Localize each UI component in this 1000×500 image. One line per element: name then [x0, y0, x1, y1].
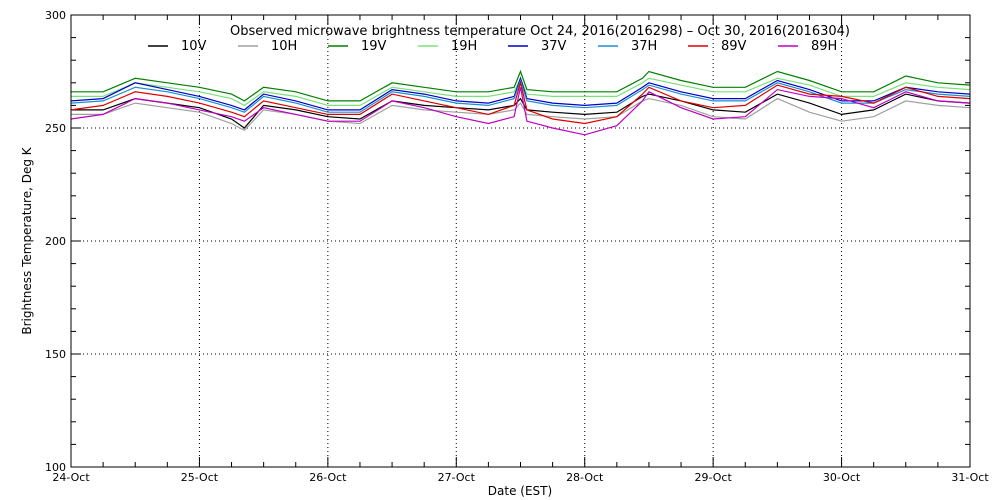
y-tick-label: 250	[45, 122, 66, 135]
x-tick-label: 26-Oct	[309, 471, 347, 484]
y-axis-label: Brightness Temperature, Deg K	[20, 146, 34, 334]
x-tick-label: 24-Oct	[52, 471, 90, 484]
x-axis-label: Date (EST)	[488, 484, 552, 498]
series-line-19v	[71, 69, 971, 102]
legend-label-19v: 19V	[361, 39, 387, 54]
legend-label-89h: 89H	[811, 39, 837, 54]
y-tick-label: 100	[45, 461, 66, 474]
chart-title: Observed microwave brightness temperatur…	[230, 24, 850, 39]
legend-label-10h: 10H	[271, 39, 297, 54]
x-tick-label: 25-Oct	[181, 471, 219, 484]
series-line-89h	[70, 87, 971, 136]
x-tick-label: 30-Oct	[823, 471, 861, 484]
chart-series	[70, 69, 971, 136]
x-tick-label: 31-Oct	[951, 471, 989, 484]
y-tick-label: 150	[45, 348, 66, 361]
legend-label-37v: 37V	[541, 39, 567, 54]
series-line-10h	[71, 97, 971, 132]
x-tick-label: 27-Oct	[438, 471, 476, 484]
chart-ticks: 24-Oct 25-Oct 26-Oct 27-Oct 28-Oct 29-Oct 30-O…	[45, 9, 989, 484]
legend-label-37h: 37H	[631, 39, 657, 54]
chart-legend: 10V 10H 19V 19H 37V 37H 89V 89H	[148, 39, 837, 54]
legend-label-89v: 89V	[721, 39, 747, 54]
series-line-37v	[70, 76, 971, 111]
y-tick-label: 200	[45, 235, 66, 248]
x-tick-label: 29-Oct	[694, 471, 732, 484]
legend-label-10v: 10V	[181, 39, 207, 54]
x-tick-label: 28-Oct	[566, 471, 604, 484]
series-line-37h	[70, 78, 971, 113]
legend-label-19h: 19H	[451, 39, 477, 54]
chart-grid	[71, 15, 970, 467]
series-line-89v	[70, 80, 971, 125]
series-line-10v	[71, 93, 971, 129]
y-tick-label: 300	[45, 9, 66, 22]
